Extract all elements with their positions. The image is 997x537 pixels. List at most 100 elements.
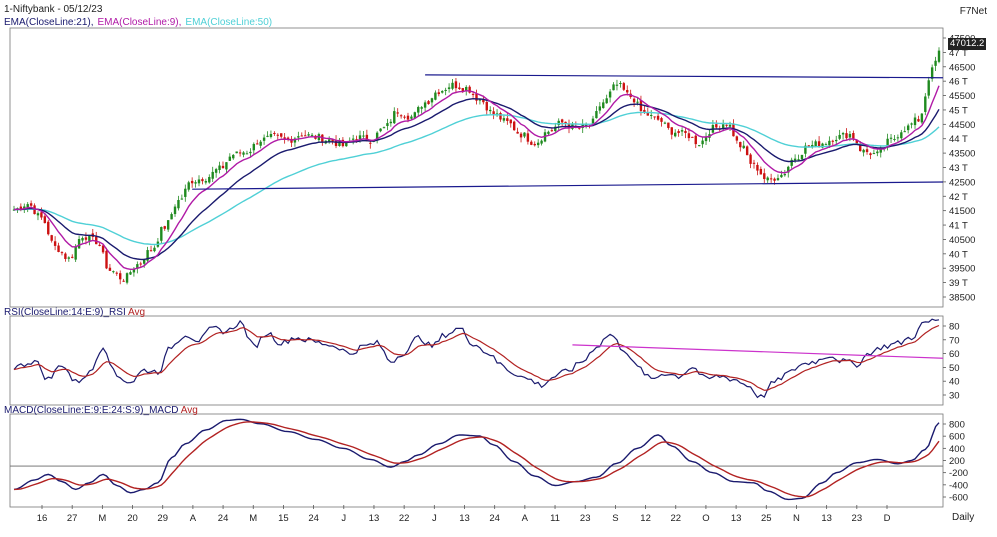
candle-body — [259, 141, 262, 146]
candle-body — [74, 246, 77, 260]
y-tick-label: -200 — [949, 468, 968, 479]
candle-body — [238, 152, 242, 154]
candle-body — [221, 165, 225, 169]
candle-body — [386, 123, 389, 127]
candle-body — [482, 99, 485, 103]
candle-body — [855, 139, 858, 145]
candle-body — [595, 111, 598, 119]
candle-body — [166, 220, 170, 230]
candle-body — [29, 203, 33, 206]
x-tick-label: N — [793, 513, 800, 524]
candle-body — [612, 84, 615, 91]
candle-body — [184, 188, 187, 197]
y-tick-label: 44500 — [949, 120, 975, 131]
candle-body — [249, 151, 252, 154]
timeframe-label: Daily — [952, 512, 975, 523]
candle-body — [441, 91, 444, 93]
candle-body — [57, 245, 60, 252]
candle-body — [256, 143, 259, 145]
candle-body — [656, 115, 660, 120]
candle-body — [865, 149, 869, 153]
candle-body — [540, 140, 543, 144]
candle-body — [485, 102, 488, 111]
macd-legend: MACD(CloseLine:E:9:E:24:S:9)_MACD Avg — [4, 405, 198, 416]
candle-body — [564, 121, 567, 125]
candle-body — [36, 213, 40, 216]
candle-body — [920, 113, 924, 123]
x-tick-label: 24 — [218, 513, 229, 524]
y-tick-label: 42 T — [949, 192, 968, 203]
candle-body — [146, 250, 149, 261]
x-tick-label: 24 — [489, 513, 500, 524]
candle-body — [930, 67, 934, 79]
candle-body — [389, 121, 393, 124]
candle-body — [293, 138, 297, 143]
candle-body — [211, 171, 214, 179]
candle-body — [40, 212, 43, 218]
brand-label: F7Net — [959, 6, 987, 17]
candle-body — [437, 92, 441, 95]
candle-body — [112, 271, 115, 273]
candle-body — [646, 112, 649, 116]
candle-body — [554, 126, 557, 132]
candle-body — [334, 140, 338, 146]
candle-body — [53, 241, 57, 246]
candle-body — [410, 116, 413, 119]
y-tick-label: 41 T — [949, 221, 968, 232]
y-tick-label: 46 T — [949, 77, 968, 88]
candle-body — [674, 132, 677, 137]
candle-body — [300, 135, 303, 137]
candle-body — [811, 144, 814, 148]
x-tick-label: A — [522, 513, 529, 524]
x-tick-label: 27 — [67, 513, 78, 524]
candle-body — [129, 272, 132, 275]
x-tick-label: 15 — [278, 513, 289, 524]
candle-body — [643, 109, 646, 113]
x-tick-label: 16 — [37, 513, 48, 524]
candle-body — [122, 280, 125, 282]
candle-body — [509, 119, 512, 124]
candle-body — [139, 263, 142, 265]
candle-body — [304, 135, 307, 137]
candle-body — [560, 119, 564, 123]
candle-body — [547, 131, 550, 134]
candle-body — [218, 165, 221, 171]
y-tick-label: 44 T — [949, 134, 968, 145]
x-tick-label: 11 — [550, 513, 560, 524]
candle-body — [420, 107, 423, 109]
candle-body — [115, 272, 118, 274]
price-candles — [12, 47, 941, 285]
candle-body — [136, 264, 139, 269]
candle-body — [701, 140, 704, 145]
x-tick-label: 13 — [369, 513, 380, 524]
candle-body — [362, 135, 365, 137]
legend-rsi: RSI(CloseLine:14:E:9)_RSI — [4, 307, 126, 318]
candle-body — [773, 178, 776, 181]
candle-body — [739, 141, 742, 148]
candle-body — [639, 100, 643, 111]
candle-body — [663, 122, 667, 124]
panel-frame-macd — [9, 413, 944, 508]
candle-body — [225, 162, 228, 170]
candle-body — [47, 221, 50, 235]
candle-body — [906, 125, 910, 131]
candle-body — [214, 169, 218, 173]
candle-body — [615, 84, 619, 86]
x-tick-label: O — [702, 513, 709, 524]
candle-body — [650, 114, 653, 116]
candle-body — [653, 116, 656, 118]
support-trendline — [192, 181, 944, 190]
macd-avg-line — [13, 421, 940, 498]
candle-body — [273, 132, 276, 134]
candle-body — [848, 133, 852, 138]
candle-body — [697, 145, 701, 147]
candle-body — [684, 130, 687, 134]
candle-body — [763, 173, 766, 180]
candle-body — [903, 131, 906, 133]
candle-body — [519, 133, 523, 138]
candle-body — [81, 237, 84, 241]
y-tick-label: 45500 — [949, 91, 975, 102]
candle-body — [910, 123, 913, 125]
candle-body — [533, 143, 536, 146]
y-tick-label: 43500 — [949, 149, 975, 160]
